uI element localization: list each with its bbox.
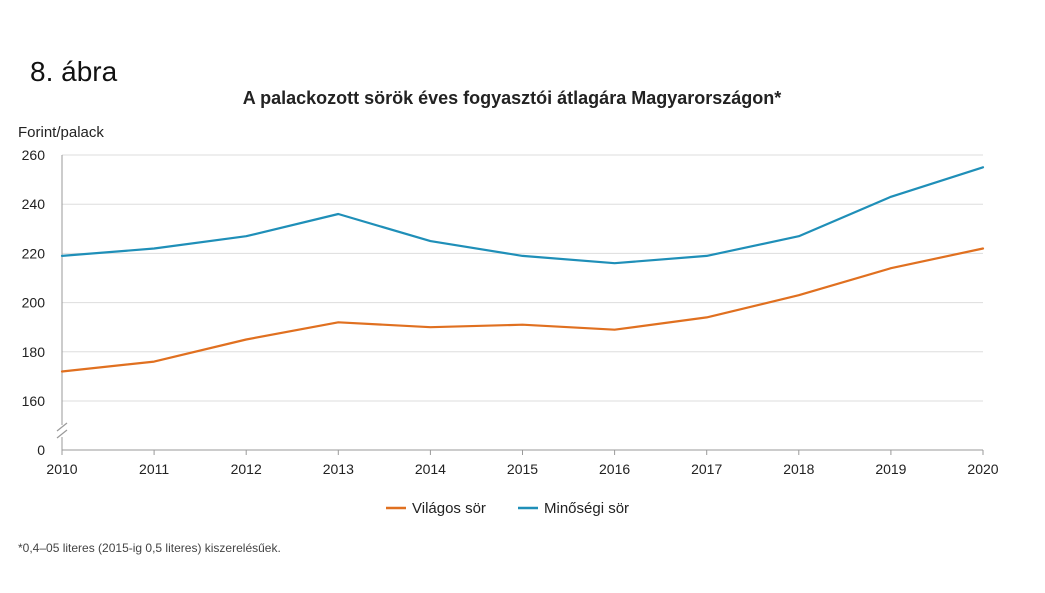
x-tick-label: 2010 (46, 461, 77, 477)
axis-break-mark (56, 429, 68, 439)
series-line-minosegi-sor (60, 166, 985, 265)
legend-label: Világos sör (412, 500, 486, 517)
y-tick-label: 180 (22, 344, 46, 360)
x-tick-label: 2012 (231, 461, 262, 477)
legend-label: Minőségi sör (544, 500, 629, 517)
x-tick-label: 2019 (875, 461, 906, 477)
x-tick-label: 2020 (967, 461, 998, 477)
y-axis-label: Forint/palack (18, 124, 104, 141)
figure-label: 8. ábra (30, 56, 118, 87)
y-tick-label: 260 (22, 147, 46, 163)
axis-break-mark (56, 422, 68, 432)
y-tick-label: 200 (22, 295, 46, 311)
y-tick-label: 160 (22, 393, 46, 409)
x-tick-label: 2018 (783, 461, 814, 477)
x-tick-label: 2011 (139, 461, 169, 477)
x-tick-label: 2014 (415, 461, 446, 477)
y-tick-label: 240 (22, 196, 46, 212)
x-tick-label: 2013 (323, 461, 354, 477)
y-tick-label: 0 (37, 442, 45, 458)
grid-layer (62, 154, 983, 402)
x-tick-label: 2015 (507, 461, 538, 477)
x-tick-label: 2016 (599, 461, 630, 477)
legend: Világos sör Minőségi sör (386, 500, 629, 517)
series-layer (60, 166, 985, 373)
series-line-vilagos-sor (60, 247, 985, 373)
y-tick-label: 220 (22, 245, 46, 261)
chart-title: A palackozott sörök éves fogyasztói átla… (243, 88, 782, 108)
x-tick-label: 2017 (691, 461, 722, 477)
footnote: *0,4–05 literes (2015-ig 0,5 literes) ki… (18, 541, 281, 555)
